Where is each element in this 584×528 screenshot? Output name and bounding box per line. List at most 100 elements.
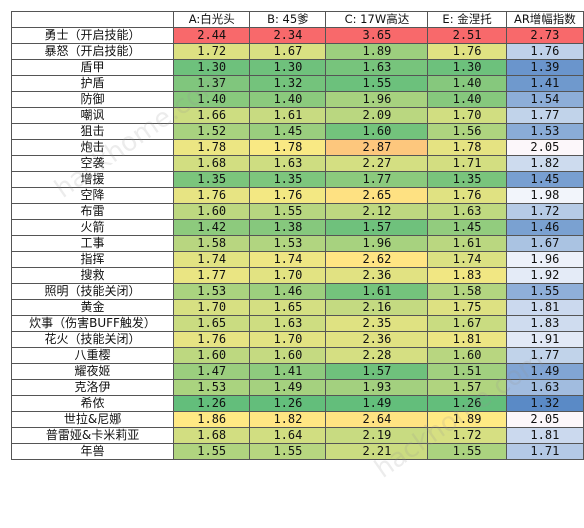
value-cell: 3.65	[325, 27, 429, 44]
ar-index-cell: 1.54	[505, 91, 584, 108]
value-cell: 1.60	[427, 347, 507, 364]
value-cell: 1.71	[427, 155, 507, 172]
row-name-cell: 八重樱	[10, 347, 175, 364]
ar-index-cell: 1.49	[505, 363, 584, 380]
ar-index-cell: 1.67	[505, 235, 584, 252]
ar-amplification-table: A:白光头 B: 45爹 C: 17W高达 E: 金涅托 AR增幅指数 勇士（开…	[10, 11, 584, 460]
value-cell: 1.68	[173, 427, 251, 444]
value-cell: 1.76	[173, 331, 251, 348]
table-row: 火箭 1.42 1.38 1.57 1.45 1.46	[10, 219, 584, 236]
row-name-cell: 护盾	[10, 75, 175, 92]
ar-index-cell: 1.39	[505, 59, 584, 76]
value-cell: 1.49	[249, 379, 327, 396]
value-cell: 1.40	[427, 75, 507, 92]
value-cell: 1.40	[249, 91, 327, 108]
value-cell: 1.56	[427, 123, 507, 140]
value-cell: 2.21	[325, 443, 429, 460]
value-cell: 1.53	[249, 235, 327, 252]
header-cell-e: E: 金涅托	[427, 11, 507, 28]
table-row: 盾甲 1.30 1.30 1.63 1.30 1.39	[10, 59, 584, 76]
value-cell: 1.35	[249, 171, 327, 188]
value-cell: 1.60	[325, 123, 429, 140]
value-cell: 1.74	[427, 251, 507, 268]
table-row: 炮击 1.78 1.78 2.87 1.78 2.05	[10, 139, 584, 156]
value-cell: 2.09	[325, 107, 429, 124]
table-row: 布雷 1.60 1.55 2.12 1.63 1.72	[10, 203, 584, 220]
value-cell: 1.26	[173, 395, 251, 412]
table-row: 普雷娅&卡米莉亚 1.68 1.64 2.19 1.72 1.81	[10, 427, 584, 444]
ar-index-cell: 1.77	[505, 107, 584, 124]
value-cell: 1.41	[249, 363, 327, 380]
ar-index-cell: 2.05	[505, 411, 584, 428]
value-cell: 1.47	[173, 363, 251, 380]
value-cell: 1.42	[173, 219, 251, 236]
value-cell: 1.35	[173, 171, 251, 188]
row-name-cell: 空降	[10, 187, 175, 204]
value-cell: 1.63	[249, 315, 327, 332]
value-cell: 2.28	[325, 347, 429, 364]
row-name-cell: 炮击	[10, 139, 175, 156]
value-cell: 1.38	[249, 219, 327, 236]
value-cell: 1.72	[173, 43, 251, 60]
row-name-cell: 勇士（开启技能）	[10, 27, 175, 44]
value-cell: 1.57	[427, 379, 507, 396]
row-name-cell: 增援	[10, 171, 175, 188]
value-cell: 1.30	[173, 59, 251, 76]
value-cell: 1.64	[249, 427, 327, 444]
value-cell: 1.40	[427, 91, 507, 108]
value-cell: 1.46	[249, 283, 327, 300]
value-cell: 1.40	[173, 91, 251, 108]
value-cell: 1.70	[427, 107, 507, 124]
value-cell: 1.66	[173, 107, 251, 124]
value-cell: 1.70	[173, 299, 251, 316]
value-cell: 1.37	[173, 75, 251, 92]
value-cell: 1.72	[427, 427, 507, 444]
value-cell: 1.78	[249, 139, 327, 156]
row-name-cell: 年兽	[10, 443, 175, 460]
value-cell: 1.26	[427, 395, 507, 412]
value-cell: 2.62	[325, 251, 429, 268]
value-cell: 2.16	[325, 299, 429, 316]
value-cell: 1.55	[325, 75, 429, 92]
row-name-cell: 空袭	[10, 155, 175, 172]
ar-index-cell: 1.41	[505, 75, 584, 92]
value-cell: 1.96	[325, 235, 429, 252]
value-cell: 1.63	[325, 59, 429, 76]
row-name-cell: 克洛伊	[10, 379, 175, 396]
value-cell: 1.55	[427, 443, 507, 460]
ar-index-cell: 1.76	[505, 43, 584, 60]
value-cell: 1.78	[173, 139, 251, 156]
value-cell: 1.76	[249, 187, 327, 204]
value-cell: 1.75	[427, 299, 507, 316]
value-cell: 2.64	[325, 411, 429, 428]
value-cell: 1.52	[173, 123, 251, 140]
ar-index-cell: 1.71	[505, 443, 584, 460]
value-cell: 1.77	[325, 171, 429, 188]
value-cell: 1.53	[173, 283, 251, 300]
table-row: 指挥 1.74 1.74 2.62 1.74 1.96	[10, 251, 584, 268]
value-cell: 1.65	[249, 299, 327, 316]
value-cell: 1.78	[427, 139, 507, 156]
value-cell: 2.87	[325, 139, 429, 156]
value-cell: 1.51	[427, 363, 507, 380]
row-name-cell: 花火（技能关闭）	[10, 331, 175, 348]
row-name-cell: 普雷娅&卡米莉亚	[10, 427, 175, 444]
value-cell: 2.34	[249, 27, 327, 44]
value-cell: 1.93	[325, 379, 429, 396]
table-row: 照明（技能关闭） 1.53 1.46 1.61 1.58 1.55	[10, 283, 584, 300]
table-row: 勇士（开启技能） 2.44 2.34 3.65 2.51 2.73	[10, 27, 584, 44]
value-cell: 1.74	[249, 251, 327, 268]
value-cell: 2.19	[325, 427, 429, 444]
value-cell: 2.51	[427, 27, 507, 44]
ar-index-cell: 1.96	[505, 251, 584, 268]
row-name-cell: 黄金	[10, 299, 175, 316]
value-cell: 1.61	[325, 283, 429, 300]
row-name-cell: 照明（技能关闭）	[10, 283, 175, 300]
value-cell: 1.60	[249, 347, 327, 364]
value-cell: 1.26	[249, 395, 327, 412]
value-cell: 1.96	[325, 91, 429, 108]
value-cell: 1.89	[325, 43, 429, 60]
value-cell: 1.60	[173, 203, 251, 220]
value-cell: 1.76	[427, 43, 507, 60]
row-name-cell: 布雷	[10, 203, 175, 220]
